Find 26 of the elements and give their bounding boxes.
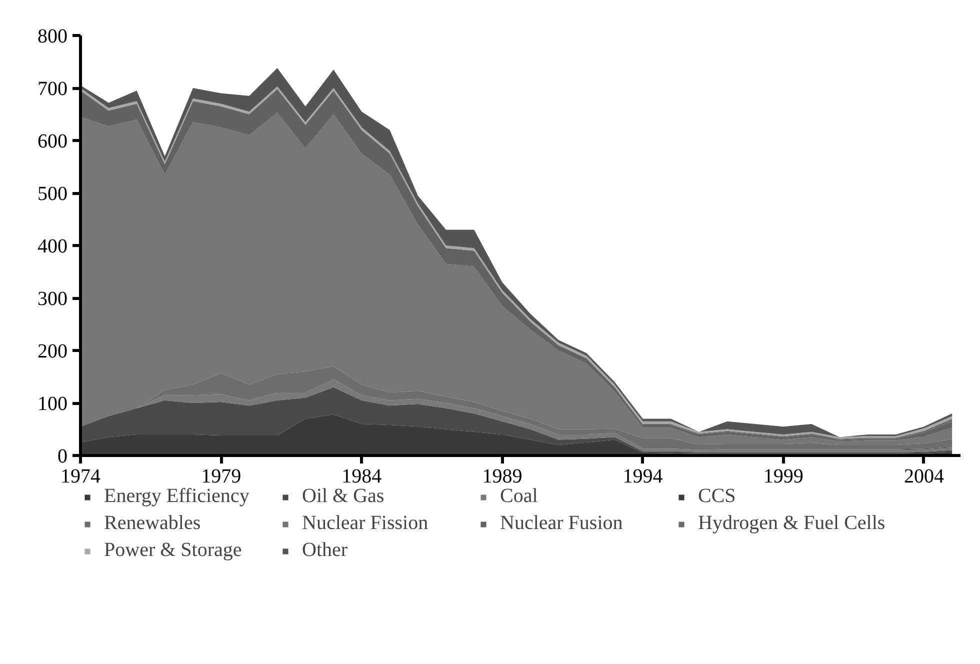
y-tick-label: 200 <box>38 340 68 362</box>
legend-label: CCS <box>698 485 736 507</box>
legend-label: Nuclear Fusion <box>500 512 624 535</box>
x-tick-label: 1999 <box>763 466 804 488</box>
legend-label: Hydrogen & Fuel Cells <box>698 512 886 535</box>
x-tick-label: 1979 <box>201 466 242 488</box>
x-tick-label: 1989 <box>482 466 522 488</box>
legend-label: Power & Storage <box>104 539 243 562</box>
legend-label: Oil & Gas <box>302 485 386 508</box>
y-tick-label: 100 <box>38 393 68 415</box>
legend-label: Coal <box>500 485 538 507</box>
x-tick-label: 1984 <box>342 466 382 488</box>
legend-label: Energy Efficiency <box>104 485 250 508</box>
y-tick-label: 500 <box>38 183 68 205</box>
y-tick-label: 300 <box>38 288 68 310</box>
y-tick-label: 800 <box>38 26 68 48</box>
legend-label: Renewables <box>104 512 202 535</box>
x-tick-label: 1974 <box>60 466 100 488</box>
legend-label: Nuclear Fission <box>302 512 430 535</box>
y-tick-label: 0 <box>58 446 68 468</box>
x-tick-label: 1994 <box>622 466 663 488</box>
x-tick-label: 2004 <box>904 466 944 488</box>
y-tick-label: 600 <box>38 130 68 152</box>
y-tick-label: 700 <box>38 78 68 100</box>
legend-label: Other <box>302 539 349 562</box>
y-tick-label: 400 <box>38 236 68 258</box>
